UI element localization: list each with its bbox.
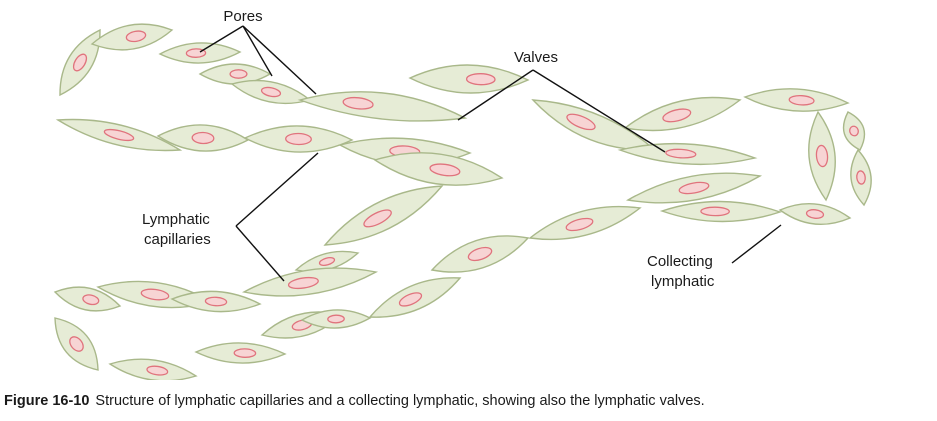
- lymphatic-capillaries-leaders: [235, 152, 319, 282]
- endothelial-cells: [53, 23, 872, 380]
- cell-nucleus: [805, 209, 825, 219]
- collecting-lymphatic-leader: [731, 224, 782, 264]
- cell-nucleus: [318, 256, 336, 267]
- valves-leaders: [457, 69, 666, 153]
- pores-leaders: [199, 25, 317, 95]
- cell-nucleus: [287, 276, 319, 290]
- cell-nucleus: [678, 181, 710, 195]
- cell-nucleus: [342, 96, 374, 110]
- cell-nucleus: [191, 131, 215, 145]
- cell-nucleus: [285, 132, 312, 146]
- cell-nucleus: [72, 53, 88, 72]
- cell-nucleus: [398, 292, 423, 307]
- cell-nucleus: [327, 314, 345, 324]
- cell-nucleus: [125, 30, 147, 43]
- collecting-lymphatic-label-line2: lymphatic: [651, 273, 715, 290]
- cell-nucleus: [815, 144, 829, 168]
- cell-nucleus: [467, 246, 493, 262]
- figure-caption: Figure 16-10 Structure of lymphatic capil…: [4, 393, 934, 409]
- figure-number: Figure 16-10: [4, 393, 90, 409]
- collecting-lymphatic-label-line1: Collecting: [647, 253, 713, 270]
- lymphatic-diagram: Pores Valves Lymphatic capillaries Colle…: [53, 8, 872, 380]
- cell-nucleus: [140, 288, 170, 301]
- valves-label: Valves: [514, 49, 558, 66]
- lymphatic-capillaries-label-line1: Lymphatic: [142, 211, 210, 228]
- cell-nucleus: [229, 69, 248, 79]
- lymphatic-capillaries-label-line2: capillaries: [144, 231, 211, 248]
- cell-nucleus: [565, 217, 594, 232]
- cell-nucleus: [146, 365, 169, 376]
- cell-nucleus: [233, 348, 257, 358]
- cell-nucleus: [788, 95, 815, 106]
- pores-label: Pores: [223, 8, 262, 25]
- cell-nucleus: [260, 86, 282, 98]
- cell-nucleus: [849, 125, 859, 137]
- cell-nucleus: [700, 206, 730, 217]
- cell-nucleus: [69, 336, 84, 352]
- cell-nucleus: [82, 294, 100, 306]
- cell-nucleus: [665, 148, 697, 159]
- cell-nucleus: [566, 113, 596, 131]
- cell-nucleus: [103, 128, 135, 142]
- cell-nucleus: [429, 163, 461, 177]
- endothelial-cell: [297, 91, 468, 122]
- cell-nucleus: [465, 73, 496, 86]
- cell-nucleus: [363, 209, 392, 228]
- caption-text: Structure of lymphatic capillaries and a…: [95, 393, 705, 409]
- cell-nucleus: [856, 170, 866, 185]
- cell-nucleus: [662, 108, 692, 123]
- cell-nucleus: [204, 296, 228, 307]
